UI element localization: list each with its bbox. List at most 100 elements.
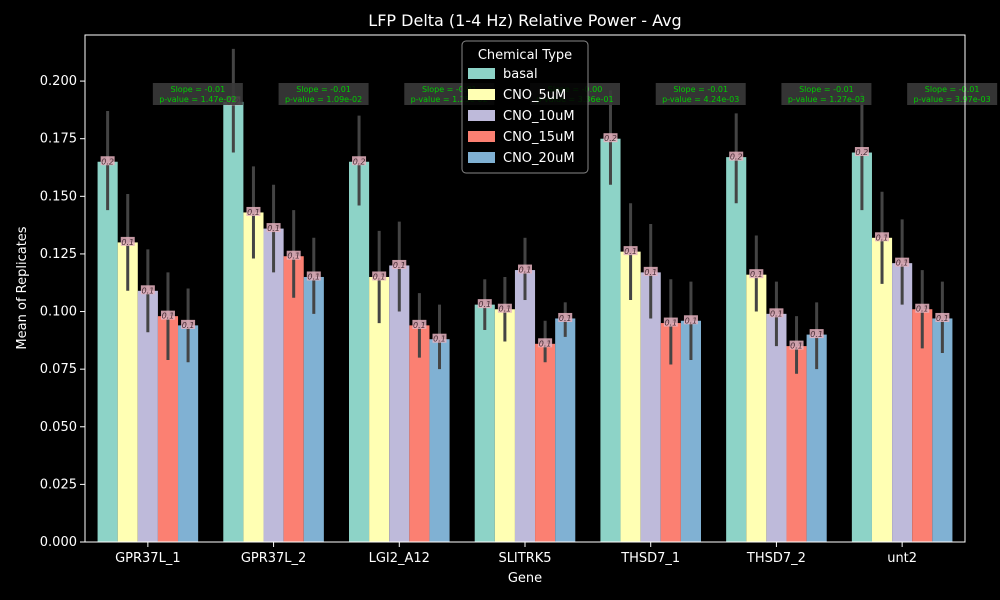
stats-slope-text: Slope = -0.01 <box>422 85 477 94</box>
bar-label: 0.1 <box>141 286 154 295</box>
stats-annotation-box <box>152 83 243 105</box>
bar-label: 0.1 <box>413 321 426 330</box>
x-tick-label: SLITRK5 <box>498 551 551 566</box>
legend-label: basal <box>503 67 538 82</box>
bar <box>243 212 264 542</box>
bar <box>851 152 872 543</box>
bar <box>137 290 158 542</box>
bar <box>600 138 621 543</box>
bar-label-box <box>875 232 890 242</box>
bar-label-box <box>477 299 492 309</box>
bar-label: 0.1 <box>936 314 949 323</box>
bar <box>786 346 807 542</box>
bar <box>409 325 430 542</box>
stats-slope-text: Slope = -0.01 <box>296 85 351 94</box>
bar <box>157 316 179 542</box>
bar <box>912 309 933 542</box>
stats-pvalue-text: p-value = 1.27e-03 <box>788 95 865 104</box>
bar <box>283 256 304 542</box>
y-tick-label: 0.075 <box>40 362 77 377</box>
bar-label-box <box>603 133 618 143</box>
bar <box>369 276 390 542</box>
bar <box>766 313 787 542</box>
bar-label: 0.2 <box>353 157 366 166</box>
stats-annotation-box <box>278 83 369 105</box>
bar <box>535 343 556 542</box>
bar-label: 0.1 <box>624 247 637 256</box>
y-tick-label: 0.150 <box>40 189 77 204</box>
bar-label-box <box>412 319 427 329</box>
plot-area: 0.000 0.025 0.050 0.075 0.100 0.125 0.150 0.175… <box>40 48 998 566</box>
bar <box>429 339 450 542</box>
bar-label: 0.1 <box>287 252 300 261</box>
bar-label-box <box>352 156 367 166</box>
y-tick-label: 0.100 <box>40 305 77 320</box>
x-tick-label: GPR37L_2 <box>241 551 307 566</box>
bar <box>660 323 681 542</box>
legend: Chemical Type basal CNO_5uM CNO_10uM CNO_15u… <box>461 40 589 174</box>
bar-label: 0.1 <box>433 335 446 344</box>
bar-label: 0.2 <box>101 157 114 166</box>
bar <box>892 263 913 542</box>
y-tick-label: 0.125 <box>40 247 77 262</box>
bar-label: 0.1 <box>393 261 406 270</box>
x-axis-label: Gene <box>508 571 542 586</box>
bar-label: 0.1 <box>499 305 512 314</box>
bar <box>620 251 641 543</box>
bar-label-box <box>558 312 573 322</box>
bar-label-box <box>497 303 512 313</box>
bar-label-box <box>809 329 824 339</box>
x-tick-label: LGI2_A12 <box>369 551 430 566</box>
stats-pvalue-text: p-value = 3.97e-03 <box>914 95 991 104</box>
x-tick-label: unt2 <box>887 551 917 566</box>
legend-swatch <box>468 68 495 79</box>
bar-label-box <box>306 271 321 281</box>
bar-label-box <box>854 147 869 157</box>
bar-label-box <box>140 285 155 295</box>
bar-label: 0.1 <box>478 300 491 309</box>
x-tick-label: THSD7_2 <box>746 551 806 566</box>
bar-label: 0.1 <box>810 330 823 339</box>
stats-slope-text: Slope = -0.01 <box>925 85 980 94</box>
y-tick-label: 0.000 <box>40 535 77 550</box>
bar-label: 0.1 <box>267 224 280 233</box>
bar-label-box <box>181 319 196 329</box>
bar-label-box <box>120 236 135 246</box>
bar-label-box <box>286 250 301 260</box>
legend-swatch <box>468 131 495 142</box>
bar <box>746 274 767 542</box>
bar-label: 0.1 <box>373 272 386 281</box>
stats-slope-text: Slope = -0.01 <box>673 85 728 94</box>
legend-swatch <box>468 110 495 121</box>
bar-label-box <box>392 259 407 269</box>
stats-annotation-box <box>781 83 872 105</box>
stats-pvalue-text: p-value = 1.25e-02 <box>411 95 488 104</box>
bar-label: 0.1 <box>896 259 909 268</box>
bar-label: 0.1 <box>664 319 677 328</box>
bar-label-box <box>246 206 261 216</box>
bar-label-box <box>160 310 175 320</box>
bar-label-box <box>749 269 764 279</box>
bar-label-box <box>100 156 115 166</box>
bar <box>117 242 138 542</box>
bar <box>514 270 536 542</box>
bar-label: 0.1 <box>162 312 175 321</box>
x-tick-label: THSD7_1 <box>620 551 680 566</box>
bar-label: 0.1 <box>770 309 783 318</box>
stats-slope-text: Slope = -0.01 <box>799 85 854 94</box>
bar-label: 0.2 <box>856 148 869 157</box>
bar <box>806 334 827 542</box>
y-axis-label: Mean of Replicates <box>15 226 30 349</box>
bar <box>349 161 370 542</box>
bar <box>871 237 893 543</box>
bar-label: 0.1 <box>916 305 929 314</box>
bar-label-box <box>432 333 447 343</box>
bar <box>555 318 576 542</box>
bar-label: 0.2 <box>604 134 617 143</box>
bar-label: 0.1 <box>790 342 803 351</box>
bar-label-box <box>789 340 804 350</box>
bar-label-box <box>935 312 950 322</box>
bar <box>178 325 199 542</box>
bar <box>726 157 747 542</box>
